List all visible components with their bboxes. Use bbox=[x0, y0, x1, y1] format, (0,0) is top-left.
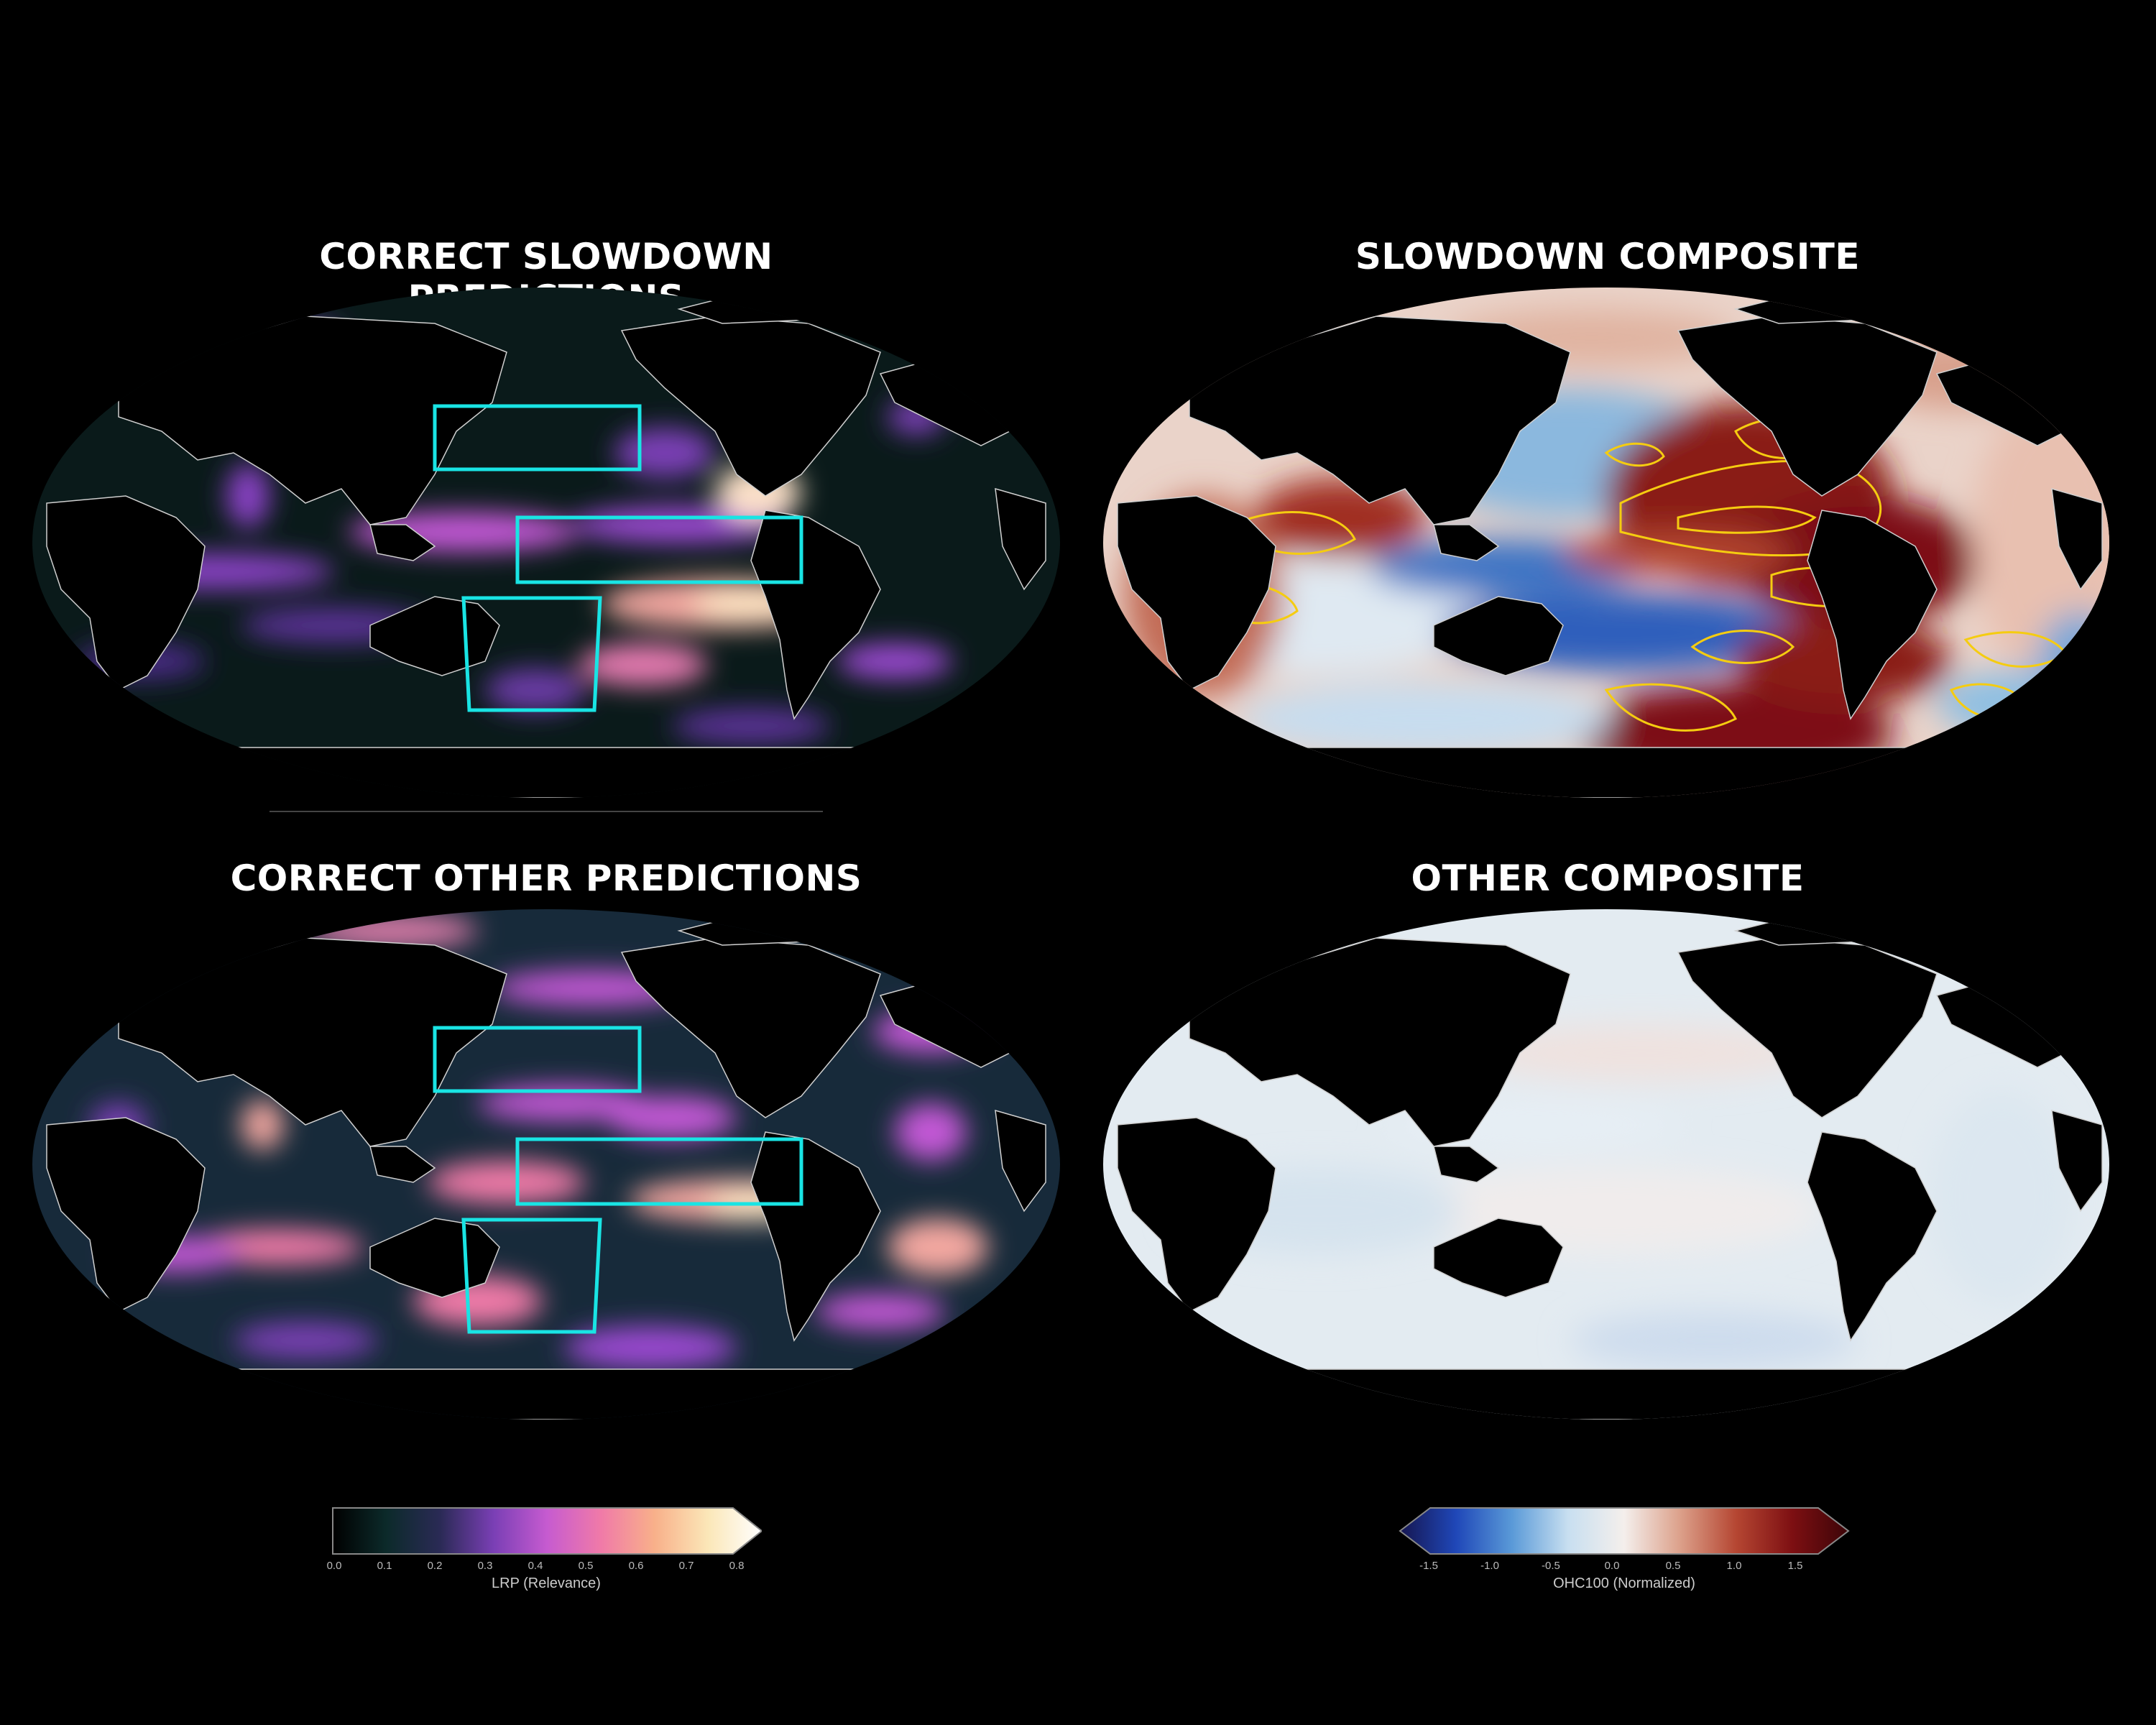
lrp-tick: 0.1 bbox=[377, 1560, 392, 1572]
lrp-tick: 0.4 bbox=[528, 1560, 543, 1572]
ohc-map-slowdown-composite bbox=[1103, 288, 2109, 798]
lrp-map-other bbox=[32, 909, 1060, 1420]
ohc-tick: -0.5 bbox=[1542, 1560, 1560, 1572]
ohc-tick: 0.0 bbox=[1604, 1560, 1620, 1572]
ohc-tick: -1.5 bbox=[1419, 1560, 1438, 1572]
lrp-tick: 0.5 bbox=[578, 1560, 594, 1572]
lrp-colorbar-label: LRP (Relevance) bbox=[492, 1576, 601, 1591]
ohc-colorbar-ticks: -1.5 -1.0 -0.5 0.0 0.5 1.0 1.5 bbox=[1419, 1560, 1802, 1574]
lrp-tick: 0.6 bbox=[628, 1560, 644, 1572]
panel-title-correct-other: CORRECT OTHER PREDICTIONS bbox=[230, 857, 862, 899]
lrp-map-slowdown bbox=[32, 288, 1060, 798]
panel-title-slowdown-composite: SLOWDOWN COMPOSITE bbox=[1355, 236, 1861, 277]
separator-line bbox=[270, 811, 823, 812]
ohc-colorbar-label: OHC100 (Normalized) bbox=[1553, 1576, 1695, 1591]
ohc-tick: -1.0 bbox=[1480, 1560, 1499, 1572]
lrp-colorbar bbox=[332, 1507, 762, 1555]
lrp-colorbar-ticks: 0.0 0.1 0.2 0.3 0.4 0.5 0.6 0.7 0.8 bbox=[327, 1560, 745, 1574]
lrp-tick: 0.8 bbox=[729, 1560, 745, 1572]
ohc-tick: 1.0 bbox=[1726, 1560, 1742, 1572]
ohc-colorbar bbox=[1399, 1507, 1850, 1555]
lrp-tick: 0.7 bbox=[678, 1560, 694, 1572]
lrp-tick: 0.2 bbox=[427, 1560, 443, 1572]
ohc-tick: 1.5 bbox=[1787, 1560, 1803, 1572]
lrp-tick: 0.0 bbox=[326, 1560, 342, 1572]
lrp-tick: 0.3 bbox=[477, 1560, 493, 1572]
ohc-tick: 0.5 bbox=[1665, 1560, 1681, 1572]
ohc-map-other-composite bbox=[1103, 909, 2109, 1420]
panel-title-other-composite: OTHER COMPOSITE bbox=[1411, 857, 1805, 899]
